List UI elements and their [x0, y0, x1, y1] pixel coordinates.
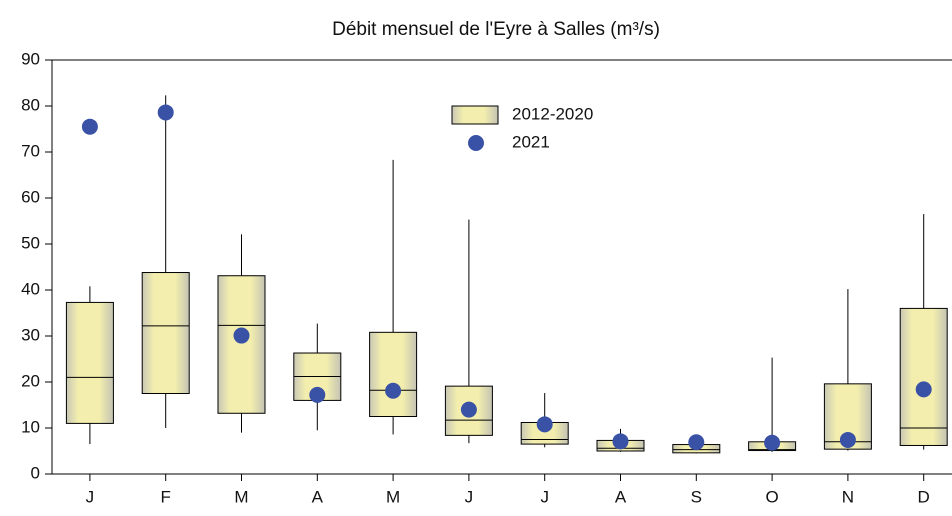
- point: [915, 381, 932, 398]
- y-tick-label: 50: [21, 233, 40, 252]
- box: [899, 307, 948, 446]
- point: [612, 433, 629, 450]
- box: [217, 275, 266, 414]
- y-tick-label: 10: [21, 417, 40, 436]
- x-tick-label: J: [86, 487, 95, 506]
- x-tick-label: N: [842, 487, 854, 506]
- x-tick-label: D: [918, 487, 930, 506]
- x-tick-label: M: [234, 487, 248, 506]
- x-tick-label: A: [312, 487, 324, 506]
- y-tick-label: 70: [21, 141, 40, 160]
- x-tick-label: J: [540, 487, 549, 506]
- point: [157, 104, 174, 121]
- point: [536, 416, 553, 433]
- box: [65, 301, 114, 424]
- x-tick-label: S: [691, 487, 702, 506]
- point: [839, 431, 856, 448]
- x-tick-label: M: [386, 487, 400, 506]
- point: [460, 401, 477, 418]
- y-tick-label: 80: [21, 95, 40, 114]
- y-tick-label: 40: [21, 279, 40, 298]
- point: [764, 434, 781, 451]
- box: [141, 272, 190, 394]
- legend-marker: [468, 135, 484, 151]
- point: [81, 118, 98, 135]
- point: [309, 386, 326, 403]
- y-tick-label: 60: [21, 187, 40, 206]
- y-tick-label: 90: [21, 49, 40, 68]
- chart-title: Débit mensuel de l'Eyre à Salles (m³/s): [332, 19, 660, 40]
- legend-swatch: [451, 105, 499, 125]
- x-tick-label: J: [465, 487, 474, 506]
- point: [688, 434, 705, 451]
- x-tick-label: O: [765, 487, 778, 506]
- point: [385, 382, 402, 399]
- box: [369, 331, 418, 418]
- legend-label: 2012-2020: [512, 104, 593, 123]
- x-tick-label: A: [615, 487, 627, 506]
- point: [233, 327, 250, 344]
- y-tick-label: 20: [21, 371, 40, 390]
- y-tick-label: 0: [31, 463, 40, 482]
- y-tick-label: 30: [21, 325, 40, 344]
- x-tick-label: F: [161, 487, 171, 506]
- legend-label: 2021: [512, 132, 550, 151]
